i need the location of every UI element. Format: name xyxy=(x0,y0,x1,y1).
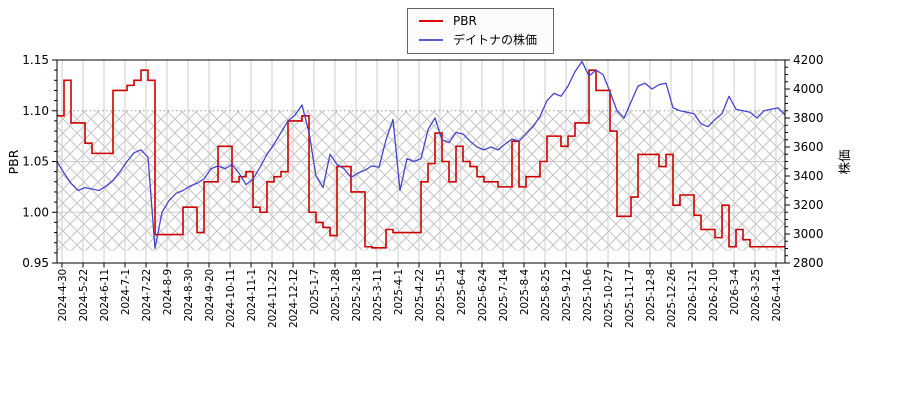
svg-text:2025-4-1: 2025-4-1 xyxy=(393,269,405,315)
legend-item-0: PBR xyxy=(419,14,537,28)
svg-text:2025-8-25: 2025-8-25 xyxy=(540,269,552,322)
svg-text:2025-12-26: 2025-12-26 xyxy=(666,268,678,328)
svg-text:2024-10-11: 2024-10-11 xyxy=(225,269,237,328)
svg-text:2024-6-11: 2024-6-11 xyxy=(99,269,111,322)
svg-text:2024-11-22: 2024-11-22 xyxy=(267,269,279,328)
svg-text:2025-10-6: 2025-10-6 xyxy=(582,268,594,321)
y-right-ticks xyxy=(785,59,790,264)
svg-text:2024-8-30: 2024-8-30 xyxy=(183,269,195,322)
svg-text:2026-4-14: 2026-4-14 xyxy=(771,268,783,321)
legend: PBR デイトナの株価 xyxy=(407,8,555,54)
legend-line-sample xyxy=(419,20,443,22)
svg-text:3800: 3800 xyxy=(793,111,824,125)
svg-text:4000: 4000 xyxy=(793,82,824,96)
svg-text:2025-12-8: 2025-12-8 xyxy=(645,269,657,322)
svg-text:3400: 3400 xyxy=(793,169,824,183)
svg-text:2026-2-10: 2026-2-10 xyxy=(708,269,720,322)
svg-text:2025-5-15: 2025-5-15 xyxy=(435,269,447,322)
svg-text:2024-9-20: 2024-9-20 xyxy=(204,269,216,322)
svg-text:2024-4-30: 2024-4-30 xyxy=(57,269,69,322)
y-right-axis-title: 株価 xyxy=(837,149,852,174)
svg-text:2025-1-28: 2025-1-28 xyxy=(330,269,342,322)
y-left-tick-labels: 0.95 1.00 1.05 1.10 1.15 xyxy=(22,53,49,270)
svg-text:2024-7-22: 2024-7-22 xyxy=(141,269,153,322)
svg-text:2025-3-11: 2025-3-11 xyxy=(372,269,384,322)
svg-text:2025-4-22: 2025-4-22 xyxy=(414,269,426,322)
svg-text:2025-11-17: 2025-11-17 xyxy=(624,269,636,328)
svg-text:2026-3-25: 2026-3-25 xyxy=(750,269,762,322)
legend-item-1: デイトナの株価 xyxy=(419,33,537,47)
y-left-ticks xyxy=(52,59,57,264)
svg-text:2024-8-9: 2024-8-9 xyxy=(162,269,174,315)
y-right-tick-labels: 2800 3000 3200 3400 3600 3800 4000 4200 xyxy=(793,53,824,270)
svg-text:3000: 3000 xyxy=(793,227,824,241)
svg-text:2024-7-1: 2024-7-1 xyxy=(120,269,132,315)
svg-text:2800: 2800 xyxy=(793,256,824,270)
svg-text:2026-3-4: 2026-3-4 xyxy=(729,268,741,315)
legend-label: PBR xyxy=(453,14,477,28)
legend-line-sample xyxy=(419,39,443,41)
legend-label: デイトナの株価 xyxy=(453,33,538,47)
svg-text:2025-6-24: 2025-6-24 xyxy=(477,268,489,321)
svg-text:1.15: 1.15 xyxy=(22,53,49,67)
svg-text:2025-10-27: 2025-10-27 xyxy=(603,269,615,328)
svg-text:2025-8-4: 2025-8-4 xyxy=(519,268,531,315)
svg-text:2025-7-14: 2025-7-14 xyxy=(498,268,510,321)
svg-text:3600: 3600 xyxy=(793,140,824,154)
svg-text:2025-6-4: 2025-6-4 xyxy=(456,268,468,315)
svg-text:4200: 4200 xyxy=(793,53,824,67)
svg-text:3200: 3200 xyxy=(793,198,824,212)
svg-text:2024-5-22: 2024-5-22 xyxy=(78,269,90,322)
svg-text:2025-2-18: 2025-2-18 xyxy=(351,269,363,322)
svg-text:1.05: 1.05 xyxy=(22,155,49,169)
svg-text:2024-11-1: 2024-11-1 xyxy=(246,269,258,322)
svg-text:2026-1-21: 2026-1-21 xyxy=(687,269,699,322)
svg-text:2024-12-12: 2024-12-12 xyxy=(288,269,300,328)
y-left-axis-title: PBR xyxy=(6,149,21,174)
stock-price-series-line xyxy=(56,60,786,250)
svg-text:2025-9-12: 2025-9-12 xyxy=(561,269,573,322)
svg-text:1.10: 1.10 xyxy=(22,104,49,118)
svg-text:1.00: 1.00 xyxy=(22,205,49,219)
x-tick-labels: 2024-4-30 2024-5-22 2024-6-11 2024-7-1 2024-… xyxy=(57,268,783,328)
x-ticks xyxy=(61,263,777,268)
pbr-series-line xyxy=(57,69,785,249)
svg-text:0.95: 0.95 xyxy=(22,256,49,270)
svg-text:2025-1-7: 2025-1-7 xyxy=(309,269,321,315)
